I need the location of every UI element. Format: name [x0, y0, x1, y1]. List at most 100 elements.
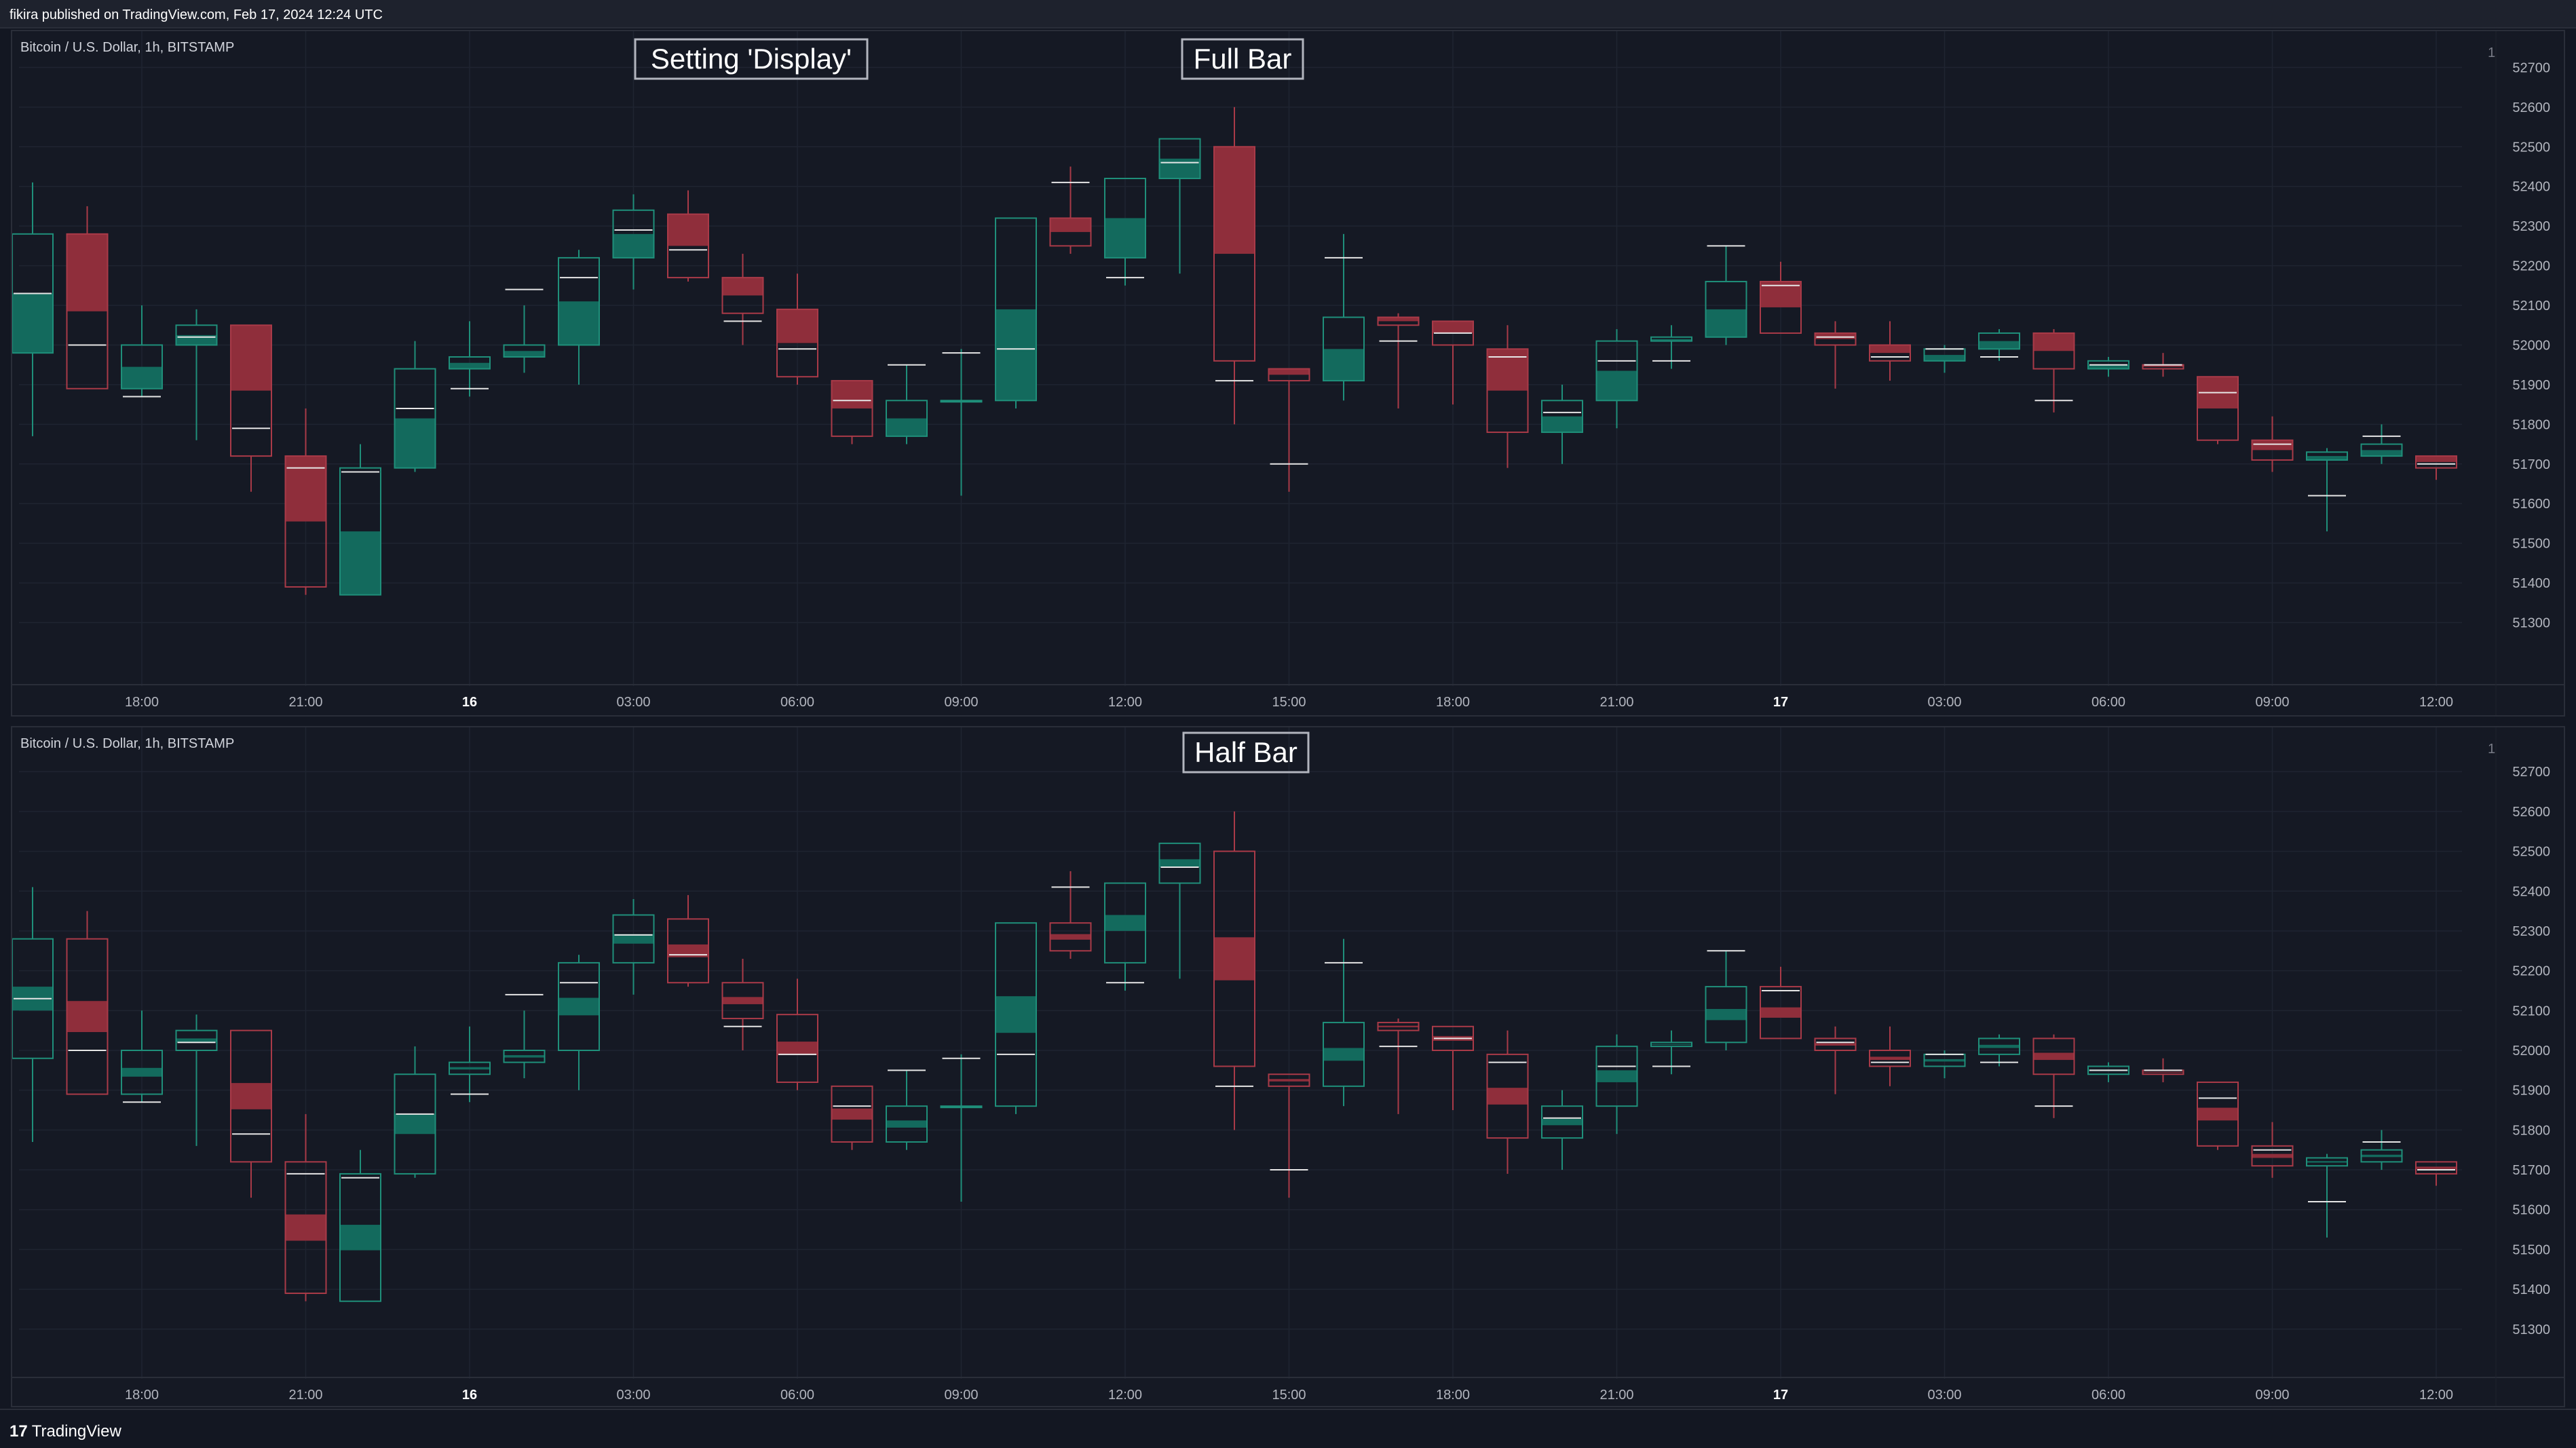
candle-fill: [1159, 859, 1200, 868]
y-tick-label: 51900: [2512, 1084, 2550, 1099]
candle: [2087, 1062, 2129, 1082]
y-tick-label: 52500: [2512, 140, 2550, 155]
candle-body: [721, 277, 764, 314]
y-tick-label: 52400: [2512, 884, 2550, 899]
candlestick-chart-full-bar[interactable]: 51300 51400 51500 51600 51700 51800 51900 52000…: [12, 31, 2564, 715]
candle: [449, 1026, 491, 1103]
candle-body: [449, 356, 491, 370]
candle: [1268, 1073, 1310, 1198]
candle: [284, 1113, 327, 1301]
candle: [2415, 1161, 2457, 1186]
candle-body: [1595, 340, 1638, 402]
candle-body: [1650, 1042, 1692, 1048]
x-tick-label: 06:00: [780, 695, 814, 710]
candle-fill: [1050, 934, 1091, 940]
candle: [121, 1010, 163, 1103]
candle-fill: [722, 997, 763, 1004]
candle-fill: [1323, 1048, 1364, 1061]
candle-body: [1705, 280, 1747, 338]
candle-body: [1814, 332, 1857, 346]
candle-body: [940, 400, 983, 403]
candle-body: [2360, 1149, 2403, 1163]
candle-fill: [668, 214, 708, 246]
candle: [612, 899, 655, 995]
candle: [667, 190, 709, 282]
candle-body: [667, 918, 709, 984]
candlestick-chart-half-bar[interactable]: 51300 51400 51500 51600 51700 51800 51900 52000…: [12, 727, 2564, 1406]
candle: [121, 305, 163, 398]
candle: [2306, 448, 2348, 532]
candle: [339, 444, 381, 596]
candle-fill: [886, 1120, 927, 1128]
y-tick-label: 52400: [2512, 180, 2550, 195]
candle: [721, 959, 764, 1050]
candle-body: [1049, 217, 1092, 247]
candle: [12, 182, 54, 436]
x-tick-label: 06:00: [2091, 1388, 2125, 1403]
candle-fill: [613, 934, 654, 944]
candle: [66, 206, 109, 389]
candle-fill: [1870, 345, 1910, 354]
x-tick-label: 06:00: [780, 1388, 814, 1403]
candle-fill: [1378, 317, 1419, 322]
tradingview-logo[interactable]: 17 TradingView: [10, 1422, 121, 1441]
candle: [1814, 321, 1857, 389]
candle-body: [394, 1073, 436, 1175]
y-tick-label: 52700: [2512, 765, 2550, 780]
candle-fill: [2252, 1154, 2293, 1158]
candle-fill: [1705, 1008, 1747, 1021]
candle-body: [1323, 316, 1365, 382]
candle: [1541, 384, 1583, 464]
candle-fill: [1268, 368, 1310, 375]
candle-body: [230, 324, 272, 457]
candle-body: [558, 256, 600, 346]
candle: [2415, 455, 2457, 480]
candle-body: [2306, 451, 2348, 461]
chart-pane-half-bar[interactable]: 51300 51400 51500 51600 51700 51800 51900 52000…: [11, 726, 2565, 1407]
y-tick-label: 52200: [2512, 259, 2550, 274]
candle-body: [121, 1050, 163, 1095]
candle-body: [776, 1014, 818, 1083]
candle-fill: [2142, 364, 2184, 367]
candle-fill: [2307, 1161, 2347, 1163]
y-tick-label: 52600: [2512, 805, 2550, 820]
tradingview-logo-mark: 17: [10, 1422, 28, 1441]
candle-fill: [340, 531, 381, 595]
candle-fill: [231, 325, 271, 391]
publisher-caption: fikira published on TradingView.com, Feb…: [10, 7, 383, 22]
candle: [886, 364, 928, 444]
candle-fill: [285, 456, 326, 522]
candle-fill: [67, 1001, 108, 1033]
candle-fill: [1924, 355, 1965, 361]
candle: [558, 955, 600, 1090]
candle-body: [1213, 850, 1255, 1067]
candle-fill: [2033, 332, 2075, 351]
candle-fill: [12, 293, 53, 354]
x-tick-label: 17: [1773, 695, 1788, 710]
x-tick-label: 09:00: [944, 695, 978, 710]
candle: [2197, 376, 2239, 444]
candle-body: [1213, 146, 1255, 362]
candle: [1104, 882, 1146, 991]
candle-body: [1104, 178, 1146, 259]
y-tick-label: 52000: [2512, 1044, 2550, 1059]
x-tick-label: 16: [462, 1388, 477, 1403]
candle-body: [2032, 332, 2075, 370]
annotation-frame: [1182, 731, 1310, 774]
candle-body: [612, 209, 655, 259]
candle-body: [12, 938, 54, 1059]
scale-indicator: 1: [2488, 742, 2495, 757]
candle-body: [1377, 316, 1420, 326]
candle-fill: [1924, 1059, 1965, 1062]
x-tick-label: 15:00: [1272, 1388, 1306, 1403]
candle: [1158, 842, 1201, 979]
candle: [2360, 424, 2403, 464]
chart-pane-full-bar[interactable]: 51300 51400 51500 51600 51700 51800 51900 52000…: [11, 30, 2565, 717]
y-tick-label: 51300: [2512, 1322, 2550, 1337]
candle: [995, 922, 1037, 1114]
candle-fill: [996, 996, 1036, 1033]
x-tick-label: 12:00: [2419, 1388, 2453, 1403]
x-tick-label: 21:00: [288, 695, 322, 710]
candle-body: [995, 217, 1037, 402]
candle-fill: [67, 233, 108, 311]
